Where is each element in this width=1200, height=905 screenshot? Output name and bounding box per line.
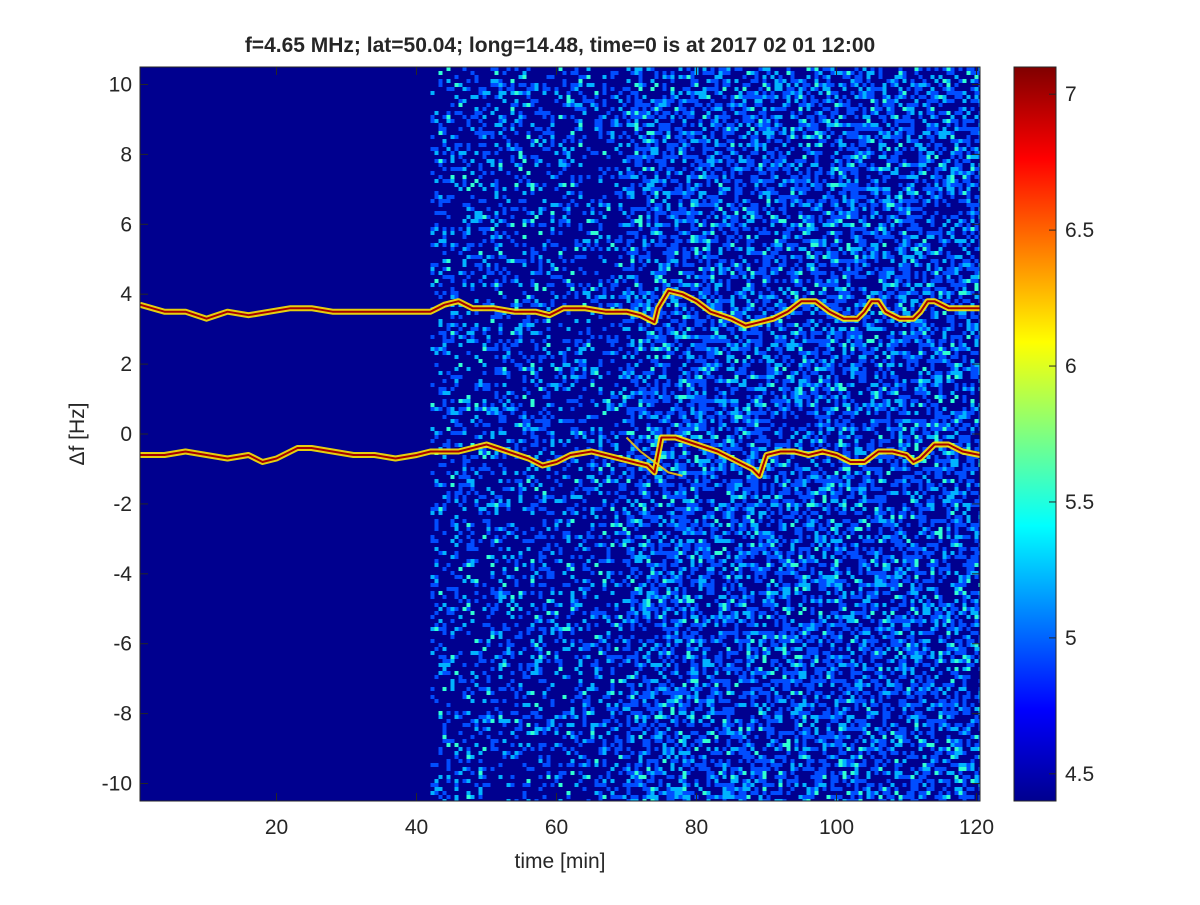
y-tick-label: 8 — [120, 143, 132, 166]
x-tick-label: 100 — [819, 816, 854, 839]
y-tick-label: -6 — [113, 633, 132, 656]
y-tick-label: 10 — [109, 73, 132, 96]
noise-speckle — [430, 67, 980, 801]
trace-layer — [140, 287, 980, 479]
y-tick-label: -10 — [102, 773, 132, 796]
colorbar-tick-label: 5 — [1065, 627, 1077, 650]
plot-area — [139, 66, 981, 802]
y-tick-label: 4 — [120, 283, 132, 306]
y-axis-ticks: -10 -8 -6 -4 -2 0 2 4 6 8 10 — [102, 73, 980, 796]
trace-line-1 — [140, 436, 980, 477]
y-tick-label: 2 — [120, 353, 132, 376]
chart-title: f=4.65 MHz; lat=50.04; long=14.48, time=… — [245, 34, 875, 57]
x-tick-label: 20 — [265, 816, 288, 839]
colorbar-gradient — [1013, 66, 1057, 802]
noise-layer — [430, 67, 980, 801]
colorbar-tick-label: 6.5 — [1065, 219, 1094, 242]
colorbar-tick-label: 7 — [1065, 83, 1077, 106]
y-tick-label: -4 — [113, 563, 132, 586]
colorbar-tick-label: 4.5 — [1065, 763, 1094, 786]
x-tick-label: 120 — [959, 816, 994, 839]
x-tick-label: 40 — [405, 816, 428, 839]
colorbar-ticks: 4.5 5 5.5 6 6.5 7 — [1049, 83, 1094, 786]
colorbar-tick-label: 5.5 — [1065, 491, 1094, 514]
y-tick-label: 0 — [120, 423, 132, 446]
x-tick-label: 80 — [685, 816, 708, 839]
colorbar-tick-label: 6 — [1065, 355, 1077, 378]
x-tick-label: 60 — [545, 816, 568, 839]
x-axis-ticks: 20 40 60 80 100 120 — [265, 67, 994, 839]
y-axis-label: Δf [Hz] — [66, 402, 89, 465]
colorbar: 4.5 5 5.5 6 6.5 7 — [1013, 66, 1094, 802]
y-tick-label: -8 — [113, 703, 132, 726]
x-axis-label: time [min] — [514, 850, 605, 873]
y-tick-label: -2 — [113, 493, 132, 516]
trace-line-0 — [140, 289, 980, 327]
trace-line-2 — [625, 436, 683, 477]
y-tick-label: 6 — [120, 213, 132, 236]
noise-speckle — [430, 67, 980, 801]
